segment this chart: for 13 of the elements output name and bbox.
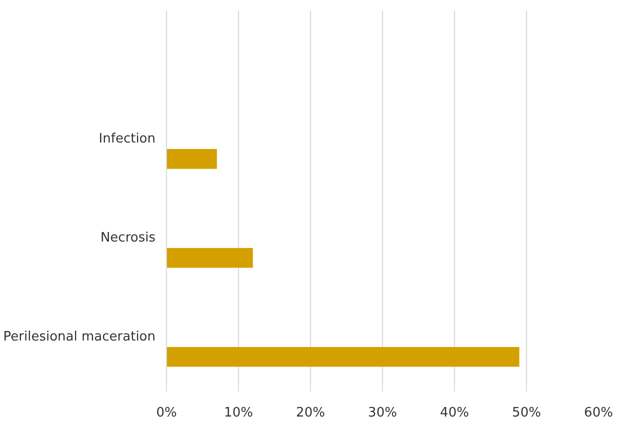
- x-tick-label: 60%: [584, 406, 613, 420]
- bar: [166, 149, 217, 169]
- x-tick-label: 50%: [512, 406, 541, 420]
- x-tick-label: 10%: [224, 406, 253, 420]
- x-tick-label: 20%: [296, 406, 325, 420]
- bar: [166, 346, 520, 367]
- y-tick-label: Infection: [98, 132, 156, 147]
- bar: [166, 248, 253, 268]
- y-tick-label: Necrosis: [100, 230, 156, 246]
- y-tick-label: Perilesional maceration: [3, 330, 156, 345]
- x-tick-label: 30%: [368, 406, 397, 420]
- x-tick-label: 40%: [440, 406, 469, 420]
- x-tick-label: 0%: [156, 406, 177, 420]
